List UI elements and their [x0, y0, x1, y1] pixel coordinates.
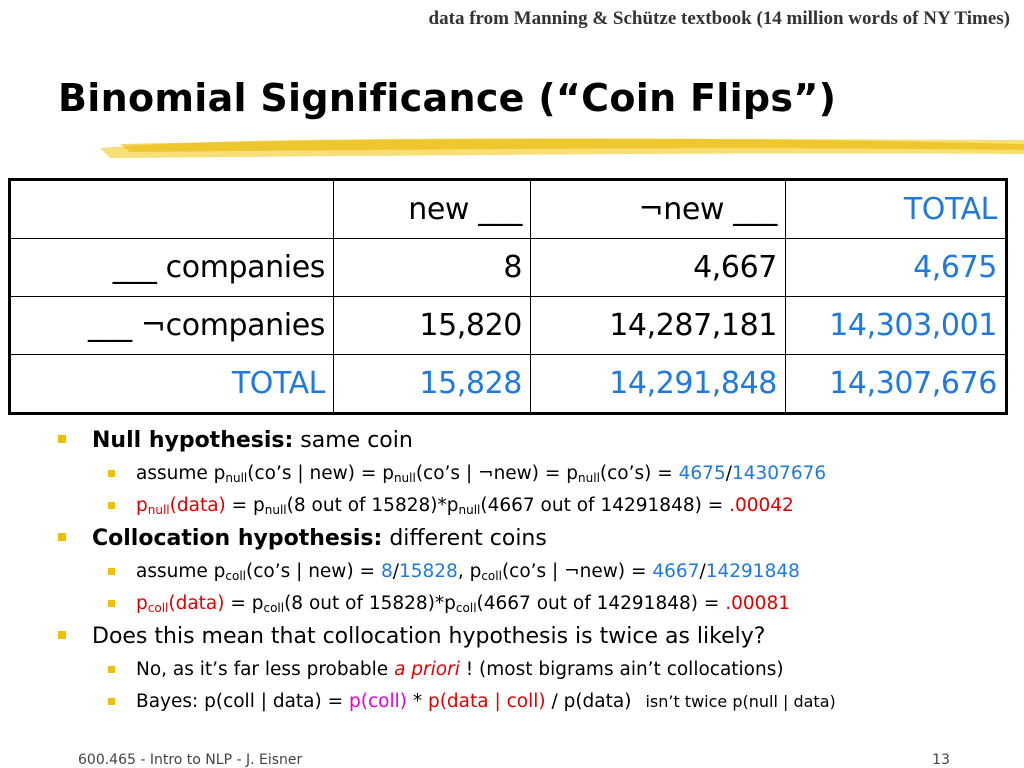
bullet-text: different coins — [382, 526, 547, 551]
sub-bullet-coll-probability: pcoll(data) = pcoll(8 out of 15828)*pcol… — [50, 588, 1010, 620]
source-note: data from Manning & Schütze textbook (14… — [428, 8, 1010, 29]
text: (4667 out of 14291848) = — [480, 495, 730, 516]
column-total-cell: 14,291,848 — [530, 354, 786, 414]
text: No, as it’s far less probable — [136, 659, 395, 680]
square-bullet-icon — [108, 600, 115, 607]
row-label: ___ ¬companies — [9, 296, 334, 355]
result-value: .00081 — [725, 593, 790, 614]
row-total-cell: 14,303,001 — [785, 296, 1007, 355]
contingency-table: new ___ ¬new ___ TOTAL ___ companies 8 4… — [8, 178, 1008, 415]
subscript: null — [393, 471, 416, 485]
square-bullet-icon — [108, 470, 115, 477]
text: assume p — [136, 561, 226, 582]
side-note: isn’t twice p(null | data) — [645, 692, 836, 711]
bullet-null-hypothesis: Null hypothesis: same coin — [50, 424, 1010, 458]
table-row: ___ companies 8 4,667 4,675 — [9, 238, 1007, 297]
italic-term: a priori — [394, 659, 460, 680]
text: ! (most bigrams ain’t collocations) — [459, 659, 784, 680]
bullet-heading: Null hypothesis: — [92, 428, 294, 453]
text: (co’s | ¬new) = p — [415, 463, 579, 484]
result-value: .00042 — [729, 495, 794, 516]
table-cell: 15,820 — [333, 296, 531, 355]
table-header-total: TOTAL — [785, 179, 1007, 239]
slide-title: Binomial Significance (“Coin Flips”) — [58, 76, 837, 120]
square-bullet-icon — [108, 698, 115, 705]
table-row: ___ ¬companies 15,820 14,287,181 14,303,… — [9, 296, 1007, 355]
grand-total-cell: 14,307,676 — [785, 354, 1007, 414]
numerator: 4675 — [678, 463, 726, 484]
table-cell: 4,667 — [530, 238, 786, 297]
denominator: 15828 — [398, 561, 458, 582]
slide-number: 13 — [932, 752, 950, 768]
text: (data) — [169, 495, 226, 516]
text: p — [136, 593, 148, 614]
row-label: ___ companies — [9, 238, 334, 297]
title-underline-brushstroke — [100, 138, 1024, 158]
text: (8 out of 15828)*p — [286, 495, 459, 516]
row-label: TOTAL — [9, 354, 334, 414]
bullet-list: Null hypothesis: same coin assume pnull(… — [50, 424, 1010, 718]
row-total-cell: 4,675 — [785, 238, 1007, 297]
table-header-new: new ___ — [333, 179, 531, 239]
square-bullet-icon — [58, 533, 66, 541]
subscript: null — [147, 503, 170, 517]
text: p — [136, 495, 148, 516]
bullet-question: Does this mean that collocation hypothes… — [50, 620, 1010, 654]
text: (co’s | new) = — [245, 561, 381, 582]
subscript: coll — [455, 601, 477, 615]
text: (co’s | new) = p — [247, 463, 394, 484]
text: (co’s) = — [599, 463, 679, 484]
text: = p — [224, 593, 264, 614]
subscript: null — [264, 503, 287, 517]
text: , p — [457, 561, 482, 582]
denominator: 14307676 — [731, 463, 827, 484]
text: (8 out of 15828)*p — [284, 593, 456, 614]
subscript: null — [225, 471, 248, 485]
text: / — [392, 561, 399, 582]
subscript: coll — [147, 601, 169, 615]
text: (data) — [168, 593, 225, 614]
square-bullet-icon — [108, 502, 115, 509]
likelihood-term: p(data | coll) — [427, 691, 546, 712]
table-header-not-new: ¬new ___ — [530, 179, 786, 239]
text: (4667 out of 14291848) = — [476, 593, 726, 614]
sub-bullet-a-priori: No, as it’s far less probable a priori !… — [50, 654, 1010, 686]
sub-bullet-null-assume: assume pnull(co’s | new) = pnull(co’s | … — [50, 458, 1010, 490]
bullet-heading: Collocation hypothesis: — [92, 526, 383, 551]
subscript: null — [578, 471, 600, 485]
text: / — [725, 463, 732, 484]
square-bullet-icon — [58, 631, 66, 639]
text: / — [699, 561, 706, 582]
denominator: 14291848 — [705, 561, 800, 582]
text: Bayes: p(coll | data) = — [136, 691, 349, 712]
sub-bullet-null-probability: pnull(data) = pnull(8 out of 15828)*pnul… — [50, 490, 1010, 522]
square-bullet-icon — [108, 666, 115, 673]
subscript: coll — [481, 569, 502, 583]
text: * — [406, 691, 428, 712]
table-cell: 14,287,181 — [530, 296, 786, 355]
text: assume p — [136, 463, 226, 484]
table-cell — [9, 179, 334, 239]
table-total-row: TOTAL 15,828 14,291,848 14,307,676 — [9, 354, 1007, 414]
column-total-cell: 15,828 — [333, 354, 531, 414]
square-bullet-icon — [108, 568, 115, 575]
text: (co’s | ¬new) = — [501, 561, 653, 582]
text: / p(data) — [545, 691, 632, 712]
table-cell: 8 — [333, 238, 531, 297]
sub-bullet-bayes: Bayes: p(coll | data) = p(coll) * p(data… — [50, 686, 1010, 718]
numerator: 4667 — [652, 561, 700, 582]
prior-term: p(coll) — [349, 691, 407, 712]
sub-bullet-coll-assume: assume pcoll(co’s | new) = 8/15828, pcol… — [50, 556, 1010, 588]
subscript: coll — [263, 601, 285, 615]
square-bullet-icon — [58, 435, 66, 443]
bullet-text: Does this mean that collocation hypothes… — [92, 624, 766, 649]
subscript: coll — [225, 569, 246, 583]
bullet-text: same coin — [293, 428, 413, 453]
bullet-collocation-hypothesis: Collocation hypothesis: different coins — [50, 522, 1010, 556]
text: = p — [225, 495, 265, 516]
subscript: null — [458, 503, 481, 517]
table-header-row: new ___ ¬new ___ TOTAL — [9, 179, 1007, 239]
footer-course: 600.465 - Intro to NLP - J. Eisner — [78, 752, 303, 768]
numerator: 8 — [380, 561, 393, 582]
